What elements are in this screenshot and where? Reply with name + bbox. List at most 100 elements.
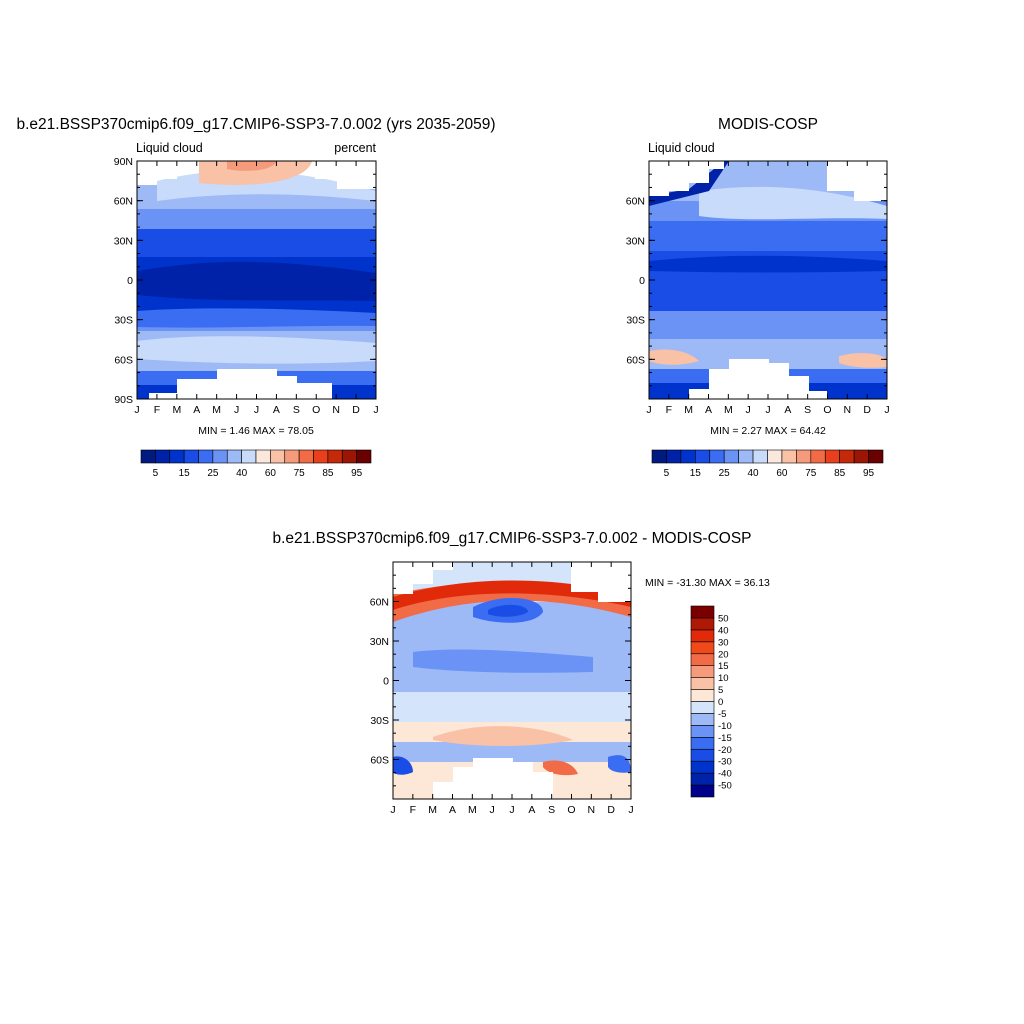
colorbar-swatch	[284, 449, 300, 464]
antarctic-light	[137, 336, 376, 364]
colorbar-swatch	[690, 617, 715, 631]
colorbar-label: -50	[718, 781, 732, 792]
band	[137, 209, 376, 229]
x-tick-label: M	[428, 804, 437, 816]
colorbar-label: 50	[718, 613, 729, 624]
warm-spot	[649, 349, 699, 365]
colorbar-swatch	[752, 449, 768, 464]
panel-model-right-label: percent	[334, 141, 376, 155]
tropical-dark	[649, 255, 887, 273]
colorbar-swatch	[723, 449, 739, 464]
y-tick-label: 60S	[114, 354, 133, 366]
colorbar-swatch	[169, 449, 185, 464]
colorbar-swatch	[690, 689, 715, 702]
colorbar-label: 75	[805, 468, 817, 479]
colorbar-label: 5	[718, 685, 723, 696]
colorbar-label: 95	[351, 468, 363, 479]
panel-obs-left-label: Liquid cloud	[648, 141, 715, 155]
warm-core	[227, 161, 277, 171]
x-tick-label: J	[765, 404, 770, 416]
band	[393, 692, 631, 722]
band	[649, 311, 887, 339]
plot-area-obs	[648, 160, 888, 400]
x-tick-label: J	[628, 804, 633, 816]
panel-obs-stats: MIN = 2.27 MAX = 64.42	[710, 425, 826, 437]
colorbar-swatch	[255, 449, 271, 464]
x-tick-label: O	[567, 804, 575, 816]
panel-diff: b.e21.BSSP370cmip6.f09_g17.CMIP6-SSP3-7.…	[272, 530, 770, 816]
colorbar-label: 95	[863, 468, 875, 479]
colorbar-swatch	[313, 449, 329, 464]
colorbar-swatch	[356, 449, 372, 464]
colorbar-swatch	[690, 629, 715, 643]
cool-core	[488, 604, 528, 617]
x-tick-label: J	[134, 404, 139, 416]
colorbar-obs: 5 15 25 40 60 75 85 95	[651, 449, 884, 479]
land-mask	[137, 161, 376, 189]
colorbar-swatch	[212, 449, 228, 464]
colorbar-swatch	[709, 449, 725, 464]
x-tick-label: N	[332, 404, 340, 416]
x-tick-label: A	[705, 404, 712, 416]
x-tick-label: M	[212, 404, 221, 416]
plot-area-diff	[392, 561, 632, 800]
subtropic-region	[137, 308, 376, 328]
x-tick-label: F	[666, 404, 672, 416]
colorbar-swatch	[298, 449, 314, 464]
panel-model-left-label: Liquid cloud	[136, 141, 203, 155]
colorbar-swatch	[853, 449, 869, 464]
colorbar-swatch	[680, 449, 696, 464]
colorbar-swatch	[781, 449, 797, 464]
colorbar-swatch	[868, 449, 884, 464]
colorbar-swatch	[690, 760, 715, 774]
colorbar-label: -20	[718, 745, 732, 756]
colorbar-swatch	[183, 449, 199, 464]
y-tick-label: 60N	[370, 597, 389, 609]
colorbar-swatch	[810, 449, 826, 464]
colorbar-swatch	[140, 449, 156, 464]
x-tick-label: M	[468, 804, 477, 816]
colorbar-swatch	[226, 449, 242, 464]
panel-model-stats: MIN = 1.46 MAX = 78.05	[198, 425, 314, 437]
y-tick-label: 30S	[370, 715, 389, 727]
x-tick-label: J	[234, 404, 239, 416]
colorbar-swatch	[341, 449, 357, 464]
colorbar-swatch	[327, 449, 343, 464]
colorbar-label: -15	[718, 733, 732, 744]
y-tick-label: 0	[127, 275, 133, 287]
y-tick-label: 60N	[626, 196, 645, 208]
y-tick-label: 0	[639, 275, 645, 287]
y-tick-label: 60S	[370, 755, 389, 767]
panel-model: b.e21.BSSP370cmip6.f09_g17.CMIP6-SSP3-7.…	[16, 116, 495, 479]
colorbar-label: 25	[207, 468, 219, 479]
colorbar-swatch	[690, 737, 715, 750]
x-tick-label: J	[373, 404, 378, 416]
x-tick-label: A	[193, 404, 200, 416]
y-tick-label: 30S	[114, 315, 133, 327]
y-tick-label: 60N	[114, 196, 133, 208]
colorbar-swatch	[690, 605, 715, 619]
x-tick-label: F	[410, 804, 416, 816]
colorbar-swatch	[690, 725, 715, 738]
land-mask	[433, 758, 553, 799]
x-tick-label: A	[784, 404, 791, 416]
x-tick-label: N	[588, 804, 596, 816]
y-tick-label: 90N	[114, 156, 133, 168]
x-tick-label: D	[352, 404, 360, 416]
colorbar-swatch	[690, 784, 715, 798]
colorbar-label: 15	[718, 661, 729, 672]
colorbar-label: -5	[718, 709, 726, 720]
colorbar-swatch	[690, 713, 715, 726]
colorbar-label: 15	[179, 468, 191, 479]
colorbar-swatch	[690, 665, 715, 678]
y-tick-label: 60S	[626, 354, 645, 366]
midlat-cool	[413, 649, 593, 673]
x-tick-label: J	[390, 804, 395, 816]
y-tick-label: 30N	[626, 235, 645, 247]
x-tick-label: J	[746, 404, 751, 416]
